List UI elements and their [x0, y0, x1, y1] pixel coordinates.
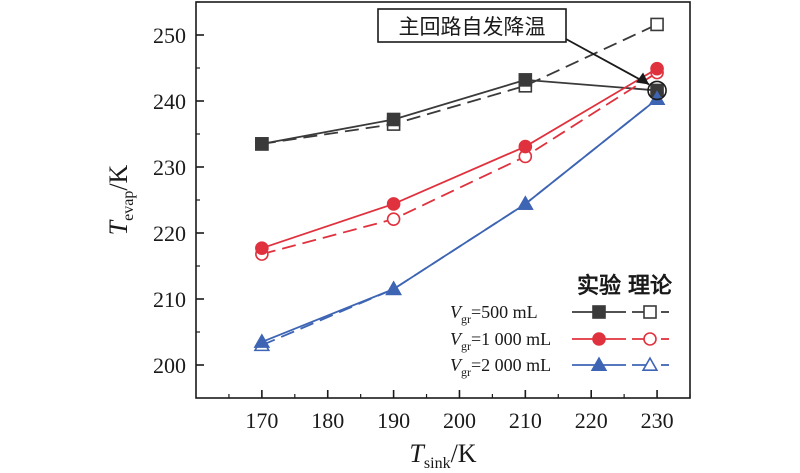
series-experimental-line — [261, 98, 658, 343]
experimental-point — [255, 241, 269, 255]
x-axis-ticks: 170 180 190 200 210 220 230 — [228, 390, 691, 433]
legend-theoretical-marker — [641, 356, 659, 371]
series-experimental-line — [261, 67, 658, 250]
y-axis-ticks: 200 210 220 230 240 250 — [153, 1, 204, 378]
y-tick-label: 200 — [153, 353, 186, 378]
experimental-point — [650, 61, 664, 76]
legend-theoretical-marker — [643, 305, 657, 319]
y-tick-label: 210 — [153, 287, 186, 312]
experimental-point — [518, 139, 533, 154]
theoretical-point — [386, 212, 401, 226]
annotation-box — [377, 8, 567, 43]
y-axis-title: Tevap/K — [104, 164, 137, 235]
x-axis-title: Tsink/K — [409, 439, 476, 472]
experimental-point — [386, 197, 401, 211]
series-experimental-line — [261, 78, 658, 145]
x-tick-label: 210 — [509, 408, 542, 433]
annotation-text: 主回路自发降温 — [399, 15, 546, 39]
legend-experimental-marker — [590, 356, 608, 371]
experimental-point — [518, 73, 533, 87]
annotation: 主回路自发降温 — [377, 8, 667, 101]
highlight-circle — [647, 80, 667, 101]
experimental-point — [255, 137, 269, 151]
y-tick-label: 250 — [153, 23, 186, 48]
x-tick-label: 220 — [575, 408, 608, 433]
annotation-arrow-line — [565, 38, 650, 86]
theoretical-point — [650, 17, 664, 32]
legend-label: Vgr=2 000 mL — [450, 355, 551, 379]
series-theoretical-line — [261, 71, 658, 255]
y-tick-label: 230 — [153, 155, 186, 180]
x-tick-label: 200 — [443, 408, 476, 433]
experimental-point — [253, 333, 271, 348]
series-layer — [253, 17, 666, 352]
legend-label: Vgr=500 mL — [450, 302, 538, 326]
experimental-point — [517, 195, 534, 210]
annotation-arrowhead — [636, 72, 650, 85]
y-tick-label: 220 — [153, 221, 186, 246]
axis-titles: Tsink/K Tevap/K — [104, 164, 477, 472]
legend-label: Vgr=1 000 mL — [450, 329, 551, 353]
legend-header-experimental: 实验 — [577, 273, 621, 299]
legend-experimental-marker — [592, 332, 606, 346]
x-tick-label: 180 — [311, 408, 344, 433]
experimental-point — [385, 280, 402, 296]
legend-theoretical-marker — [643, 332, 657, 346]
legend-header-theoretical: 理论 — [628, 273, 673, 299]
x-tick-label: 230 — [641, 408, 674, 433]
y-tick-label: 240 — [153, 89, 186, 114]
legend-experimental-marker — [592, 305, 606, 319]
x-tick-label: 190 — [377, 408, 410, 433]
experimental-point — [386, 112, 401, 127]
x-tick-label: 170 — [245, 408, 278, 433]
series-theoretical-line — [261, 23, 658, 145]
